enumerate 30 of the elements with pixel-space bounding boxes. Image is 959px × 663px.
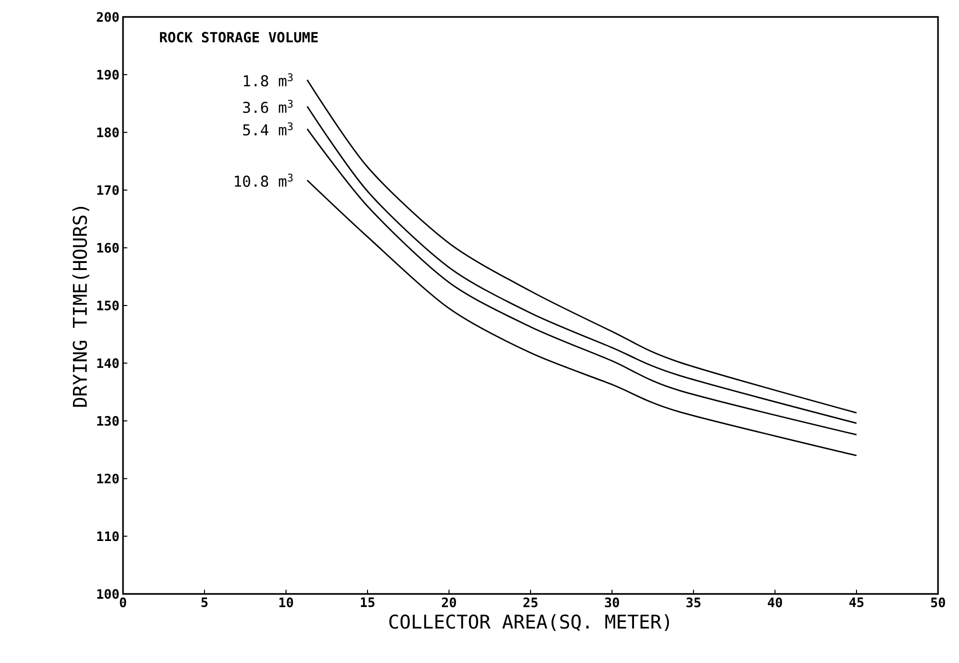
x-tick-label: 25 — [523, 598, 538, 608]
x-tick-label: 10 — [279, 598, 294, 608]
y-tick-label: 170 — [97, 185, 119, 195]
y-tick-label: 150 — [97, 300, 119, 310]
x-tick-label: 15 — [360, 598, 374, 608]
x-tick-label: 40 — [768, 598, 782, 608]
x-tick-label: 5 — [202, 598, 208, 608]
y-tick-label: 200 — [96, 12, 119, 22]
y-tick-label: 160 — [97, 242, 119, 253]
y-tick-label: 120 — [97, 474, 119, 484]
series-label: 5.4 m$^{3}$ — [243, 122, 293, 136]
series-label: 3.6 m$^{3}$ — [243, 100, 293, 114]
y-tick-label: 130 — [97, 416, 119, 426]
y-tick-label: 140 — [97, 358, 119, 368]
line-series — [306, 180, 858, 456]
x-tick-label: 30 — [605, 598, 620, 608]
legend-title: ROCK STORAGE VOLUME — [160, 32, 318, 42]
x-tick-label: 50 — [931, 598, 946, 608]
y-tick-label: 180 — [97, 127, 119, 138]
x-tick-label: 20 — [442, 598, 456, 608]
series-label: 10.8 m$^{3}$ — [234, 174, 293, 187]
y-axis-title: DRYING TIME(HOURS) — [72, 206, 90, 407]
x-tick-label: 0 — [120, 598, 126, 608]
x-tick-label: 35 — [686, 598, 700, 608]
y-tick-label: 100 — [97, 589, 119, 599]
y-tick-label: 110 — [97, 531, 119, 542]
x-tick-label: 45 — [849, 598, 864, 608]
x-axis-title: COLLECTOR AREA(SQ. METER) — [389, 614, 669, 632]
y-tick-label: 190 — [97, 70, 119, 80]
series-label: 1.8 m$^{3}$ — [244, 73, 293, 86]
